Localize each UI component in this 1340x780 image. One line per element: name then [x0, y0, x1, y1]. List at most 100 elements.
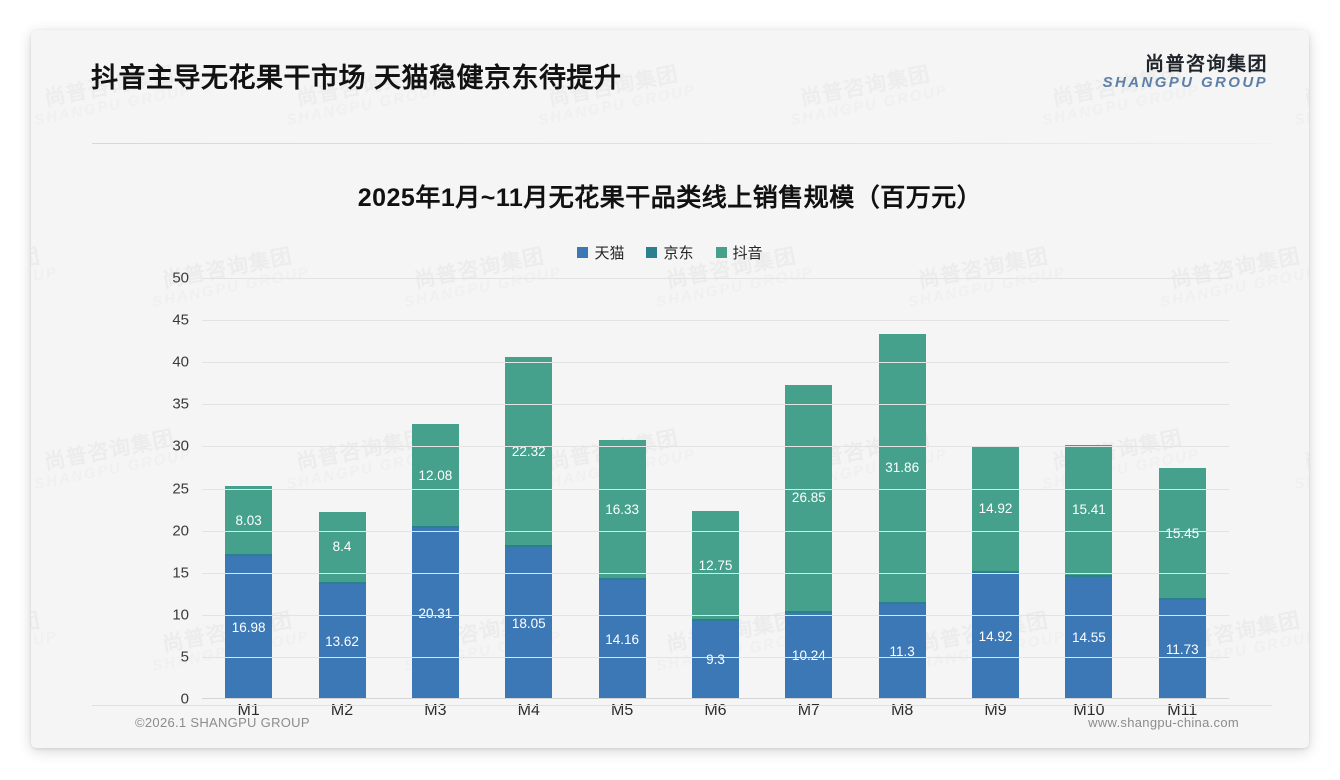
x-axis-label: M3 [424, 702, 447, 719]
bar-segment-天猫[interactable]: 10.24 [785, 612, 833, 699]
bar-segment-抖音[interactable]: 26.85 [785, 384, 833, 611]
legend-label: 京东 [663, 245, 694, 262]
bar-segment-天猫[interactable]: 16.98 [225, 556, 273, 699]
bar-column[interactable]: 20.31 0.18 12.08 [389, 278, 482, 699]
bar-segment-天猫[interactable]: 20.31 [411, 528, 459, 699]
bar-column[interactable]: 16.98 0.22 8.03 [202, 278, 295, 699]
x-axis-label: M7 [797, 702, 820, 719]
bar-column[interactable]: 13.62 0.01 8.4 [296, 278, 389, 699]
bar-segment-抖音[interactable]: 12.75 [691, 511, 739, 619]
bar-value-label: 11.73 [1165, 642, 1199, 658]
bar-stack: 14.16 0.09 16.33 [598, 440, 646, 699]
bar-stack: 11.73 0.17 15.45 [1158, 468, 1206, 699]
bar-segment-抖音[interactable]: 8.03 [225, 486, 273, 555]
legend-label: 抖音 [732, 245, 763, 262]
chart-legend: 天猫 京东 抖音 [31, 242, 1309, 263]
bar-segment-京东[interactable]: 0.12 [878, 583, 926, 604]
legend-swatch-icon [577, 247, 589, 258]
bar-segment-抖音[interactable]: 15.41 [1065, 444, 1113, 575]
bar-segment-京东[interactable]: 0.19 [1065, 556, 1113, 577]
brand-logo: 尚普咨询集团 SHANGPU GROUP [1103, 54, 1268, 92]
bar-stack: 10.24 0.05 26.85 [785, 384, 833, 699]
bar-segment-京东[interactable]: 0.22 [225, 535, 273, 557]
bar-segment-天猫[interactable]: 11.3 [878, 603, 926, 699]
bar-stack: 14.55 0.19 15.41 [1065, 444, 1113, 699]
y-axis-tick-label: 20 [172, 522, 189, 540]
bar-value-label: 8.03 [235, 512, 262, 528]
bar-column[interactable]: 9.3 0.05 12.75 [669, 278, 762, 699]
gridline [202, 278, 1229, 279]
x-axis-line [202, 698, 1229, 699]
bar-segment-抖音[interactable]: 16.33 [598, 440, 646, 578]
bar-value-label: 15.45 [1165, 525, 1200, 541]
bar-segment-抖音[interactable]: 14.92 [972, 445, 1020, 572]
x-axis-labels: M1 M2 M3 M4 M5 M6 M7 M8 M9 M10 M11 [202, 702, 1229, 720]
y-axis-tick-label: 40 [172, 353, 189, 371]
y-axis-tick-label: 35 [172, 395, 189, 413]
y-axis-tick-label: 0 [180, 690, 189, 708]
bar-value-label: 16.33 [605, 501, 640, 517]
bar-segment-京东[interactable]: 0.18 [411, 507, 459, 528]
bar-segment-京东[interactable]: 0.04 [505, 526, 553, 548]
bar-value-label: 18.05 [511, 615, 546, 631]
bar-value-label: 15.41 [1072, 502, 1106, 518]
gridline [202, 656, 1229, 658]
legend-item-京东[interactable]: 京东 [646, 242, 694, 263]
legend-label: 天猫 [594, 245, 625, 262]
bar-segment-抖音[interactable]: 15.45 [1158, 468, 1206, 599]
bar-value-label: 13.62 [325, 634, 359, 650]
page-title: 抖音主导无花果干市场 天猫稳健京东待提升 [91, 63, 622, 93]
y-axis-tick-label: 15 [172, 564, 189, 582]
gridline [202, 446, 1229, 448]
bar-segment-天猫[interactable]: 14.55 [1065, 576, 1113, 699]
bar-column[interactable]: 11.3 0.12 31.86 [856, 278, 949, 699]
y-axis-tick-label: 25 [172, 480, 189, 497]
bar-segment-抖音[interactable]: 31.86 [878, 333, 926, 602]
bar-segment-抖音[interactable]: 22.32 [505, 357, 553, 546]
bar-value-label: 12.75 [698, 557, 733, 573]
bar-group: 16.98 0.22 8.03 13.62 0.01 8.4 20.31 0.18 12.08 1… [202, 278, 1229, 699]
bar-segment-抖音[interactable]: 12.08 [411, 424, 459, 526]
bar-segment-天猫[interactable]: 14.92 [972, 573, 1020, 699]
legend-item-抖音[interactable]: 抖音 [715, 242, 763, 263]
bar-segment-京东[interactable]: 0.01 [318, 563, 366, 585]
bar-stack: 14.920.1214.92 [972, 445, 1020, 699]
bar-segment-天猫[interactable]: 13.62 [318, 584, 366, 699]
gridline [202, 404, 1229, 406]
bar-stack: 20.31 0.18 12.08 [411, 424, 459, 699]
bar-segment-抖音[interactable]: 8.4 [318, 511, 366, 583]
bar-column[interactable]: 18.05 0.0422.32 [482, 278, 575, 699]
bar-value-label: 12.08 [418, 467, 453, 483]
bar-segment-京东[interactable]: 0.05 [691, 600, 739, 621]
bar-column[interactable]: 14.16 0.09 16.33 [576, 278, 669, 699]
bar-column[interactable]: 14.55 0.19 15.41 [1042, 278, 1135, 699]
x-axis-label: M1 [237, 702, 260, 719]
bar-segment-天猫[interactable]: 14.16 [598, 579, 646, 699]
slide-card: 尚普咨询集团 SHANGPU GROUP 尚普咨询集团 SHANGPU GROUP 尚普… [31, 30, 1309, 748]
bar-stack: 9.3 0.05 12.75 [691, 511, 739, 699]
bar-column[interactable]: 11.73 0.17 15.45 [1136, 278, 1229, 699]
bar-value-label: 31.86 [885, 460, 920, 476]
bar-segment-天猫[interactable]: 9.3 [691, 620, 739, 699]
footer-website: www.shangpu-china.com [1088, 715, 1239, 730]
y-axis-tick-label: 50 [172, 269, 189, 287]
x-axis-label: M5 [610, 702, 634, 719]
y-axis-tick-label: 30 [172, 437, 189, 455]
logo-chinese-name: 尚普咨询集团 [1144, 54, 1268, 75]
bar-value-label: 14.16 [605, 631, 640, 647]
x-axis-label: M2 [330, 702, 354, 719]
bar-segment-京东[interactable]: 0.09 [598, 559, 646, 580]
bar-stack: 13.62 0.01 8.4 [318, 511, 366, 699]
gridline [202, 530, 1229, 532]
bar-segment-天猫[interactable]: 18.05 [505, 547, 553, 699]
bar-column[interactable]: 14.920.1214.92 [949, 278, 1042, 699]
y-axis-tick-label: 5 [180, 648, 189, 666]
gridline [202, 614, 1229, 616]
bar-segment-天猫[interactable]: 11.73 [1158, 600, 1206, 699]
bar-segment-京东[interactable]: 0.17 [1158, 579, 1206, 601]
legend-item-天猫[interactable]: 天猫 [577, 242, 624, 263]
bar-stack: 11.3 0.12 31.86 [878, 333, 926, 699]
bar-segment-京东[interactable]: 0.05 [785, 592, 833, 613]
